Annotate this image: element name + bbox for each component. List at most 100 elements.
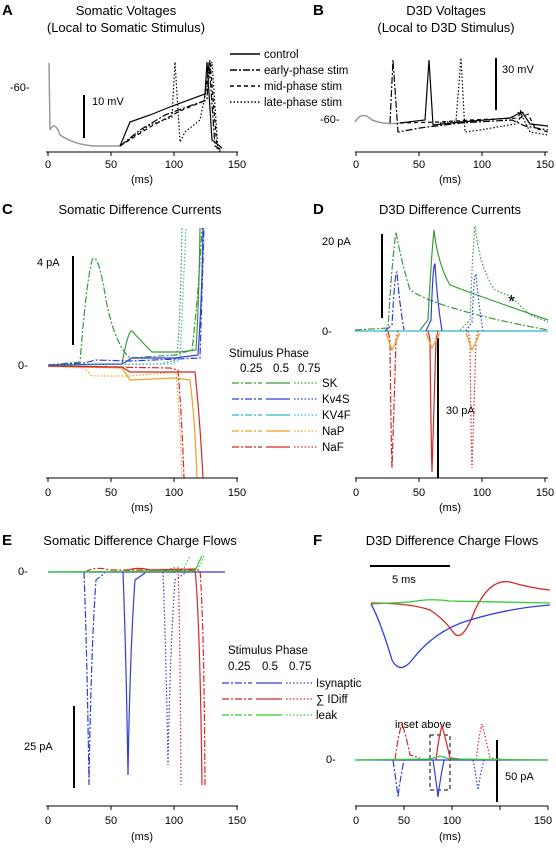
legend-currents-phase-075: 0.75 — [298, 363, 320, 375]
panel-e-isyn-05 — [122, 571, 146, 776]
legend-charge-phase-075: 0.75 — [289, 661, 311, 673]
panel-b-xlabel: (ms) — [439, 174, 461, 186]
panel-a-xtick-150: 150 — [228, 159, 246, 171]
panel-b-xtick-100: 100 — [473, 159, 491, 171]
panel-a-xlabel: (ms) — [131, 174, 153, 186]
panel-e-leak — [47, 555, 205, 573]
panel-d: D D3D Difference Currents 0- 20 pA 30 pA… — [313, 201, 554, 514]
panel-f-inset-scalebar-label: 5 ms — [392, 574, 416, 586]
panel-letter-e: E — [2, 532, 12, 549]
panel-f-xtick-150: 150 — [534, 815, 552, 827]
panel-a-trace-mid — [119, 59, 223, 151]
panel-e-xtick-0: 0 — [45, 815, 51, 827]
panel-c-sk-025 — [47, 227, 203, 366]
panel-c-kv4s — [47, 227, 204, 366]
panel-c-xlabel: (ms) — [131, 502, 153, 514]
legend-charge-title: Stimulus Phase — [228, 645, 308, 657]
legend-nap: NaP — [322, 426, 345, 438]
panel-c-xtick-50: 50 — [105, 487, 117, 499]
panel-f-xtick-100: 100 — [443, 815, 461, 827]
panel-d-nap — [385, 332, 481, 352]
panel-d-ymark: 0- — [322, 326, 332, 338]
panel-c-sk-075 — [47, 227, 183, 366]
panel-f-xtick-50: 50 — [398, 815, 410, 827]
panel-d-xaxis: 0 50 100 150 (ms) — [353, 477, 554, 514]
panel-f-idiff-025 — [394, 722, 421, 761]
panel-c-xtick-100: 100 — [165, 487, 183, 499]
panel-e-xlabel: (ms) — [131, 831, 153, 843]
panel-e-xaxis: 0 50 100 150 (ms) — [45, 805, 246, 843]
panel-f-title: D3D Difference Charge Flows — [366, 533, 539, 548]
panel-c-kv4f — [47, 227, 187, 366]
panel-e-xtick-50: 50 — [105, 815, 117, 827]
panel-a-trace-gray — [48, 62, 120, 147]
panel-c-xtick-0: 0 — [45, 487, 51, 499]
panel-c-nap — [47, 365, 198, 479]
legend-a-late: late-phase stim — [264, 97, 342, 109]
panel-a: A Somatic Voltages (Local to Somatic Sti… — [2, 2, 348, 186]
panel-d-naf-025 — [387, 330, 399, 469]
panel-letter-d: D — [313, 201, 324, 218]
panel-a-xtick-50: 50 — [105, 159, 117, 171]
panel-d-xtick-0: 0 — [353, 487, 359, 499]
panel-b-subtitle: (Local to D3D Stimulus) — [377, 20, 514, 35]
legend-sk: SK — [322, 378, 338, 390]
panel-a-xtick-100: 100 — [165, 159, 183, 171]
legend-a-early: early-phase stim — [264, 65, 348, 77]
legend-isyn: Isynaptic — [316, 678, 362, 690]
panel-a-trace-late — [119, 61, 223, 153]
panel-e: E Somatic Difference Charge Flows 0- 25 … — [2, 532, 246, 843]
panel-d-title: D3D Difference Currents — [379, 202, 522, 217]
panel-d-scalebar-top-label: 20 pA — [322, 236, 351, 248]
panel-f-leak — [354, 755, 549, 761]
panel-f-inset-green — [370, 599, 551, 605]
panel-d-star: * — [508, 292, 515, 312]
panel-letter-c: C — [2, 201, 13, 218]
panel-d-sk-075 — [459, 225, 549, 331]
panel-c-xaxis: 0 50 100 150 (ms) — [45, 477, 246, 514]
panel-a-scalebar-label: 10 mV — [92, 96, 124, 108]
legend-charge-phase-05: 0.5 — [262, 661, 278, 673]
panel-f-inset-red — [370, 580, 551, 637]
panel-e-idiff-025 — [84, 567, 206, 786]
panel-b: B D3D Voltages (Local to D3D Stimulus) -… — [313, 2, 554, 186]
panel-b-scalebar-label: 30 mV — [502, 64, 534, 76]
panel-f-scalebar-label: 50 pA — [505, 771, 534, 783]
panel-d-naf-075 — [467, 330, 479, 469]
panel-d-xtick-150: 150 — [536, 487, 554, 499]
panel-c-ymark: 0- — [18, 360, 28, 372]
panel-b-xaxis: 0 50 100 150 (ms) — [353, 151, 554, 186]
panel-a-xaxis: 0 50 100 150 (ms) — [45, 151, 246, 186]
panel-e-idiff-05 — [123, 567, 203, 786]
panel-d-xlabel: (ms) — [439, 502, 461, 514]
legend-currents-phase-025: 0.25 — [240, 363, 262, 375]
panel-e-xtick-150: 150 — [228, 815, 246, 827]
panel-b-ymark: -60- — [320, 114, 340, 126]
panel-letter-b: B — [313, 2, 324, 19]
legend-idiff: ∑ IDiff — [316, 694, 348, 706]
panel-f-isyn-05 — [432, 759, 445, 798]
panel-d-xtick-100: 100 — [473, 487, 491, 499]
panel-e-ymark: 0- — [18, 566, 28, 578]
panel-b-title: D3D Voltages — [406, 3, 486, 18]
panel-c: C Somatic Difference Currents 0- 4 pA 0 … — [2, 201, 246, 514]
panel-c-scalebar-label: 4 pA — [37, 257, 60, 269]
panel-b-xtick-0: 0 — [353, 159, 359, 171]
panel-d-sk-025 — [354, 231, 549, 331]
panel-d-naf-05 — [427, 330, 439, 473]
panel-f: F D3D Difference Charge Flows 5 ms inset… — [313, 532, 552, 843]
panel-b-trace-mid — [399, 113, 549, 133]
panel-f-inset-blue — [370, 603, 551, 669]
panel-e-title: Somatic Difference Charge Flows — [43, 533, 237, 548]
panel-c-kv4s-025 — [47, 227, 205, 366]
panel-letter-a: A — [2, 2, 13, 19]
panel-a-ymark: -60- — [10, 82, 30, 94]
legend-charge-phase-025: 0.25 — [228, 661, 250, 673]
legend-naf: NaF — [322, 442, 344, 454]
panel-c-nap-025 — [47, 365, 183, 479]
legend-kv4s: Kv4S — [322, 394, 350, 406]
panel-b-trace-control — [399, 59, 549, 127]
panel-d-kv4s-05 — [425, 263, 443, 332]
panel-b-xtick-50: 50 — [413, 159, 425, 171]
